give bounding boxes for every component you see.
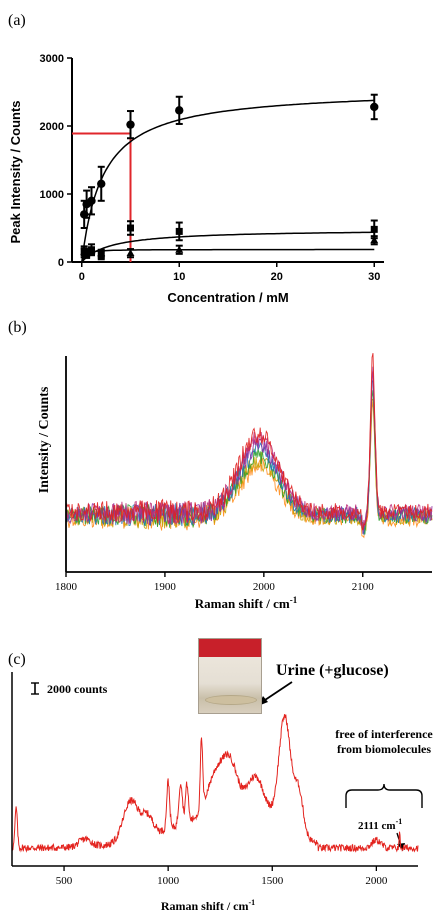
panel-b-xtick-label: 1900 <box>154 581 177 593</box>
panel-a-chart: Peak Intensity / Counts Concentration / … <box>8 53 384 305</box>
panel-c-chart: Raman shift / cm-1 2000 counts Urine (+g… <box>11 662 433 913</box>
panel-a-xtick-label: 0 <box>79 271 85 283</box>
peak-2111-text: 2111 cm <box>358 820 396 832</box>
panel-a-ylabel: Peak Intensity / Counts <box>8 100 23 243</box>
vial-cap <box>199 639 261 657</box>
panel-a-point <box>175 106 184 115</box>
panel-a-point <box>97 249 106 257</box>
panel-a-xlabel: Concentration / mM <box>167 290 288 305</box>
inset-label: Urine (+glucose) <box>276 662 389 679</box>
panel-b-xtick-label: 2100 <box>352 581 375 593</box>
panel-a-point <box>370 102 379 112</box>
panel-c-xlabel-text: Raman shift / cm <box>161 899 249 913</box>
panel-b-xtick-label: 1800 <box>55 581 78 593</box>
panel-a-point <box>175 227 183 235</box>
panel-c-xlabel: Raman shift / cm-1 <box>161 898 255 913</box>
inset-arrow-line <box>261 681 293 703</box>
panel-a-xtick-label: 20 <box>271 271 283 283</box>
panel-b-xlabel-text: Raman shift / cm <box>195 596 290 611</box>
panel-a-point <box>97 179 106 188</box>
panel-a-ytick-label: 1000 <box>40 189 64 201</box>
panel-b-spectrum <box>65 352 433 531</box>
panel-a-ytick-label: 0 <box>58 257 64 269</box>
panel-b-xlabel: Raman shift / cm-1 <box>195 595 298 611</box>
panel-b-xlabel-sup: -1 <box>290 595 298 605</box>
panel-b-chart: Intensity / Counts Raman shift / cm-1 18… <box>37 352 433 611</box>
panel-a-fit-curve <box>81 99 375 263</box>
panel-b-xtick-label: 2000 <box>253 581 276 593</box>
panel-a-point <box>87 196 96 205</box>
panel-a-label: (a) <box>8 12 26 29</box>
interference-note-line2: from biomolecules <box>337 742 431 756</box>
vial-liquid <box>205 695 257 705</box>
scale-bar <box>31 682 39 695</box>
panel-a-point <box>127 224 134 232</box>
panel-a-point <box>370 225 378 233</box>
panel-a-point <box>175 245 184 253</box>
panel-a-xtick-label: 10 <box>173 271 185 283</box>
panel-c-xtick-label: 1000 <box>157 875 180 887</box>
panel-b-label: (b) <box>8 319 27 336</box>
panel-c-xtick-label: 500 <box>56 875 73 887</box>
brace <box>345 783 423 808</box>
panel-c-xlabel-sup: -1 <box>249 898 256 907</box>
panel-a-point <box>370 236 379 244</box>
panel-a-ytick-label: 2000 <box>40 121 64 133</box>
peak-2111-label: 2111 cm-1 <box>358 817 402 832</box>
panel-a-xtick-label: 30 <box>368 271 380 283</box>
panel-c-spectrum <box>11 714 419 853</box>
panel-a-point <box>126 120 135 129</box>
panel-c-xtick-label: 2000 <box>365 875 388 887</box>
panel-c-label: (c) <box>8 651 26 668</box>
panel-a-ytick-label: 3000 <box>40 53 64 65</box>
panel-a-fit-curve <box>81 248 375 263</box>
panel-a-point <box>126 249 135 257</box>
interference-note-line1: free of interference <box>335 727 433 741</box>
panel-b-ylabel: Intensity / Counts <box>37 386 52 493</box>
panel-c-xtick-label: 1500 <box>261 875 284 887</box>
urine-vial-photo <box>198 638 262 714</box>
peak-2111-sup: -1 <box>396 817 403 826</box>
scale-bar-label: 2000 counts <box>47 682 108 696</box>
panel-a-point <box>87 247 96 255</box>
panel-a-fit-curve <box>81 231 375 263</box>
